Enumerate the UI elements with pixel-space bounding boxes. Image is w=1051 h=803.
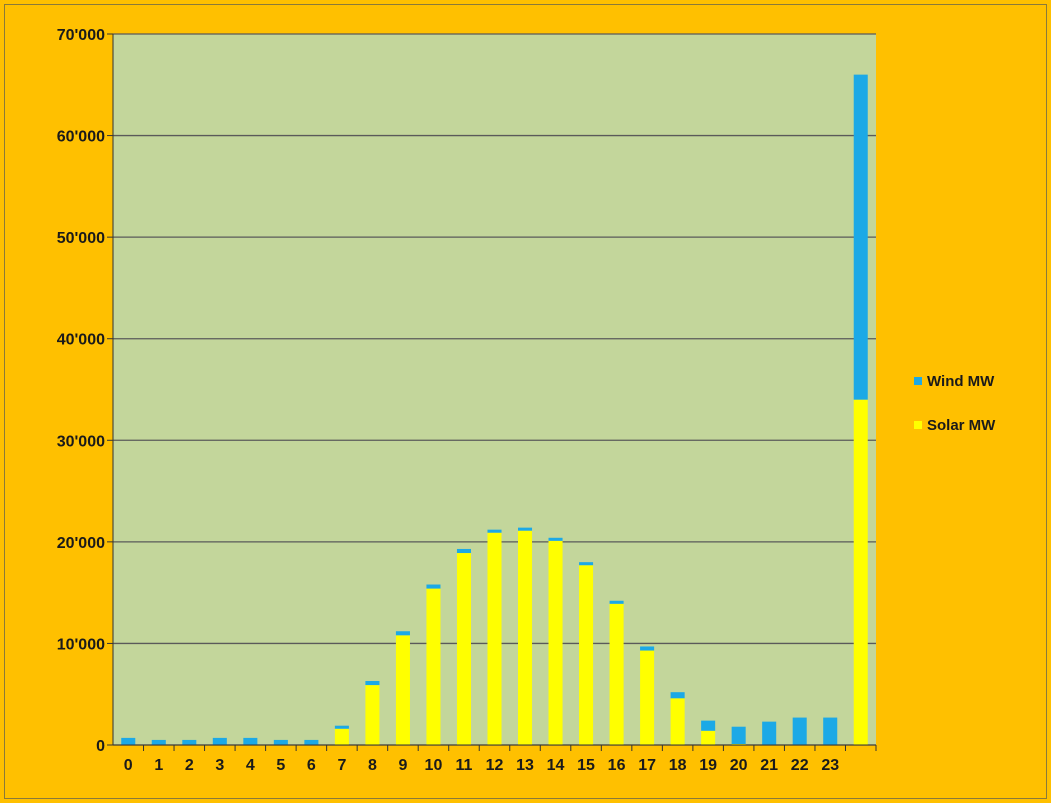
y-tick-label: 10'000	[57, 636, 105, 653]
x-tick-label: 3	[215, 757, 224, 774]
bar-segment	[365, 681, 380, 686]
x-tick-label: 10	[425, 757, 443, 774]
x-tick-label: 20	[730, 757, 748, 774]
x-tick-label: 19	[699, 757, 717, 774]
bar-segment	[762, 721, 777, 745]
bar-segment	[548, 537, 563, 541]
legend-swatch	[914, 377, 922, 385]
bar-segment	[579, 565, 594, 745]
bar-segment	[701, 730, 716, 745]
y-tick-label: 60'000	[57, 129, 105, 146]
bar-segment	[304, 739, 319, 745]
bar-segment	[640, 646, 655, 651]
x-tick-label: 17	[638, 757, 656, 774]
legend: Wind MW Solar MW	[914, 373, 996, 434]
x-tick-label: 14	[547, 757, 565, 774]
bar-segment	[548, 540, 563, 745]
x-tick-label: 21	[760, 757, 778, 774]
x-tick-label: 0	[124, 757, 133, 774]
y-axis: 0 10'000 20'000 30'000 40'000 50'000 60'000 70'…	[57, 27, 114, 755]
x-tick-label: 6	[307, 757, 316, 774]
x-tick-label: 15	[577, 757, 595, 774]
bar-segment	[487, 532, 502, 745]
chart-frame: 0 10'000 20'000 30'000 40'000 50'000 60'000 70'…	[4, 4, 1047, 799]
y-tick-label: 70'000	[57, 27, 105, 44]
x-tick-label: 9	[398, 757, 407, 774]
bar-segment	[273, 739, 288, 745]
bar-segment	[518, 530, 533, 745]
bar-segment	[334, 725, 349, 729]
legend-swatch	[914, 421, 922, 429]
legend-label: Solar MW	[927, 417, 996, 434]
bar-segment	[670, 698, 685, 745]
bar-segment	[609, 603, 624, 745]
y-tick-label: 50'000	[57, 230, 105, 247]
x-tick-label: 16	[608, 757, 626, 774]
chart-svg: 0 10'000 20'000 30'000 40'000 50'000 60'000 70'…	[57, 27, 996, 774]
bar-segment	[579, 562, 594, 566]
y-tick-label: 0	[96, 738, 105, 755]
x-tick-label: 12	[486, 757, 504, 774]
bar-segment	[151, 739, 166, 745]
bar-segment	[243, 737, 258, 745]
bar-segment	[395, 635, 410, 745]
bar-segment	[365, 685, 380, 745]
x-tick-label: 2	[185, 757, 194, 774]
x-tick-label: 18	[669, 757, 687, 774]
bar-segment	[670, 692, 685, 699]
bar-segment	[792, 717, 807, 745]
x-tick-label: 13	[516, 757, 534, 774]
bar-segment	[853, 399, 868, 745]
y-tick-label: 20'000	[57, 535, 105, 552]
bar-segment	[640, 650, 655, 745]
bar-segment	[212, 737, 227, 745]
bar-segment	[426, 588, 441, 745]
bar-segment	[334, 728, 349, 745]
bar-segment	[456, 548, 471, 554]
y-tick-label: 40'000	[57, 332, 105, 349]
bar-segment	[487, 529, 502, 533]
x-tick-label: 4	[246, 757, 255, 774]
bar-segment	[426, 584, 441, 589]
x-tick-label: 7	[337, 757, 346, 774]
bar-segment	[731, 743, 746, 745]
bar-segment	[701, 720, 716, 731]
y-tick-label: 30'000	[57, 433, 105, 450]
bar-segment	[182, 739, 197, 745]
x-tick-label: 23	[821, 757, 839, 774]
x-axis: 0 1 2 3 4 5 6 7 8 9 10 11 12 13 14 15 16 17 18 19 20 21 22 23	[113, 744, 877, 774]
bar-segment	[731, 726, 746, 744]
bar-segment	[853, 74, 868, 400]
bar-segment	[395, 631, 410, 636]
bar-segment	[609, 600, 624, 604]
x-tick-label: 5	[276, 757, 285, 774]
bar-segment	[456, 553, 471, 745]
x-tick-label: 11	[456, 757, 473, 774]
bars	[121, 74, 868, 745]
bar-segment	[121, 737, 136, 745]
x-tick-label: 8	[368, 757, 377, 774]
bar-segment	[823, 717, 838, 745]
bar-segment	[518, 527, 533, 531]
legend-label: Wind MW	[927, 373, 995, 390]
x-tick-label: 1	[154, 757, 163, 774]
x-tick-label: 22	[791, 757, 809, 774]
